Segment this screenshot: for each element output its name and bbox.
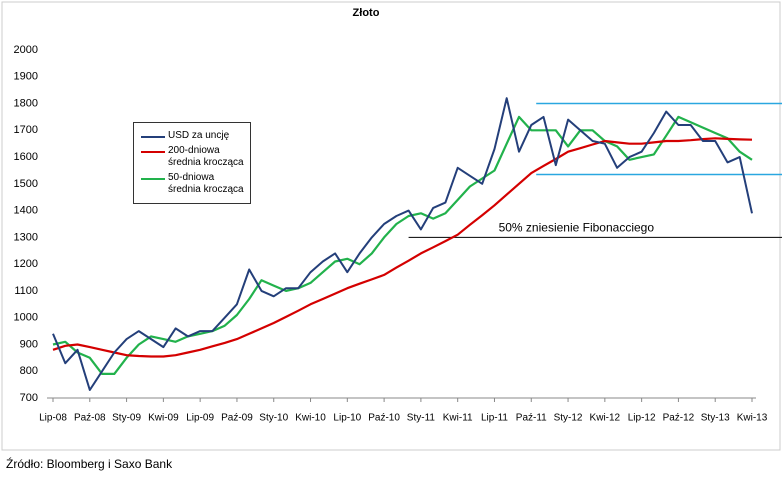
x-tick-label: Kwi-11 <box>443 413 473 424</box>
x-tick-label: Paź-11 <box>516 413 547 424</box>
legend-swatch <box>141 178 165 180</box>
x-tick-label: Kwi-09 <box>148 413 179 424</box>
x-tick-label: Sty-11 <box>407 413 436 424</box>
x-tick-label: Sty-10 <box>259 413 288 424</box>
legend-swatch <box>141 136 165 138</box>
x-tick-label: Sty-12 <box>554 413 583 424</box>
x-tick-label: Paź-12 <box>663 413 695 424</box>
x-tick-label: Lip-09 <box>186 413 214 424</box>
x-tick-label: Paź-10 <box>368 413 400 424</box>
y-tick-label: 1000 <box>14 312 38 324</box>
source-note: Źródło: Bloomberg i Saxo Bank <box>6 457 173 471</box>
legend-item: 50-dniowa średnia krocząca <box>138 172 246 196</box>
y-tick-label: 2000 <box>14 44 38 56</box>
y-tick-label: 1200 <box>14 258 38 270</box>
y-tick-label: 1300 <box>14 231 38 243</box>
y-tick-label: 1600 <box>14 151 38 163</box>
x-tick-label: Lip-11 <box>481 413 508 424</box>
y-tick-label: 1800 <box>14 97 38 109</box>
chart-title: Złoto <box>353 7 380 19</box>
series-line <box>52 137 753 358</box>
chart-frame <box>1 1 781 451</box>
y-tick-label: 1700 <box>14 124 38 136</box>
series-line <box>52 97 753 391</box>
y-tick-label: 700 <box>20 392 38 404</box>
x-tick-label: Sty-13 <box>701 413 730 424</box>
reference-label: 50% zniesienie Fibonacciego <box>499 221 655 235</box>
y-tick-label: 1900 <box>14 71 38 83</box>
x-tick-label: Sty-09 <box>112 413 141 424</box>
x-tick-label: Kwi-12 <box>590 413 621 424</box>
legend-swatch <box>141 151 165 153</box>
series-line <box>52 115 753 375</box>
y-tick-label: 800 <box>20 365 38 377</box>
x-tick-label: Paź-09 <box>221 413 253 424</box>
x-tick-label: Kwi-13 <box>737 413 768 424</box>
x-tick-label: Kwi-10 <box>295 413 326 424</box>
legend-item: 200-dniowa średnia krocząca <box>138 145 246 169</box>
legend: USD za uncję 200-dniowa średnia krocząca 5… <box>133 122 251 204</box>
x-tick-label: Paź-08 <box>74 413 106 424</box>
legend-label: USD za uncję <box>168 130 230 141</box>
x-tick-label: Lip-12 <box>628 413 656 424</box>
y-tick-label: 1100 <box>14 285 38 297</box>
y-tick-label: 1500 <box>14 178 38 190</box>
legend-item: USD za uncję <box>138 130 246 142</box>
y-tick-label: 1400 <box>14 205 38 217</box>
legend-label: 50-dniowa średnia krocząca <box>168 172 244 195</box>
y-tick-label: 900 <box>20 338 38 350</box>
x-tick-label: Lip-10 <box>333 413 361 424</box>
x-tick-label: Lip-08 <box>39 413 67 424</box>
legend-label: 200-dniowa średnia krocząca <box>168 145 244 168</box>
